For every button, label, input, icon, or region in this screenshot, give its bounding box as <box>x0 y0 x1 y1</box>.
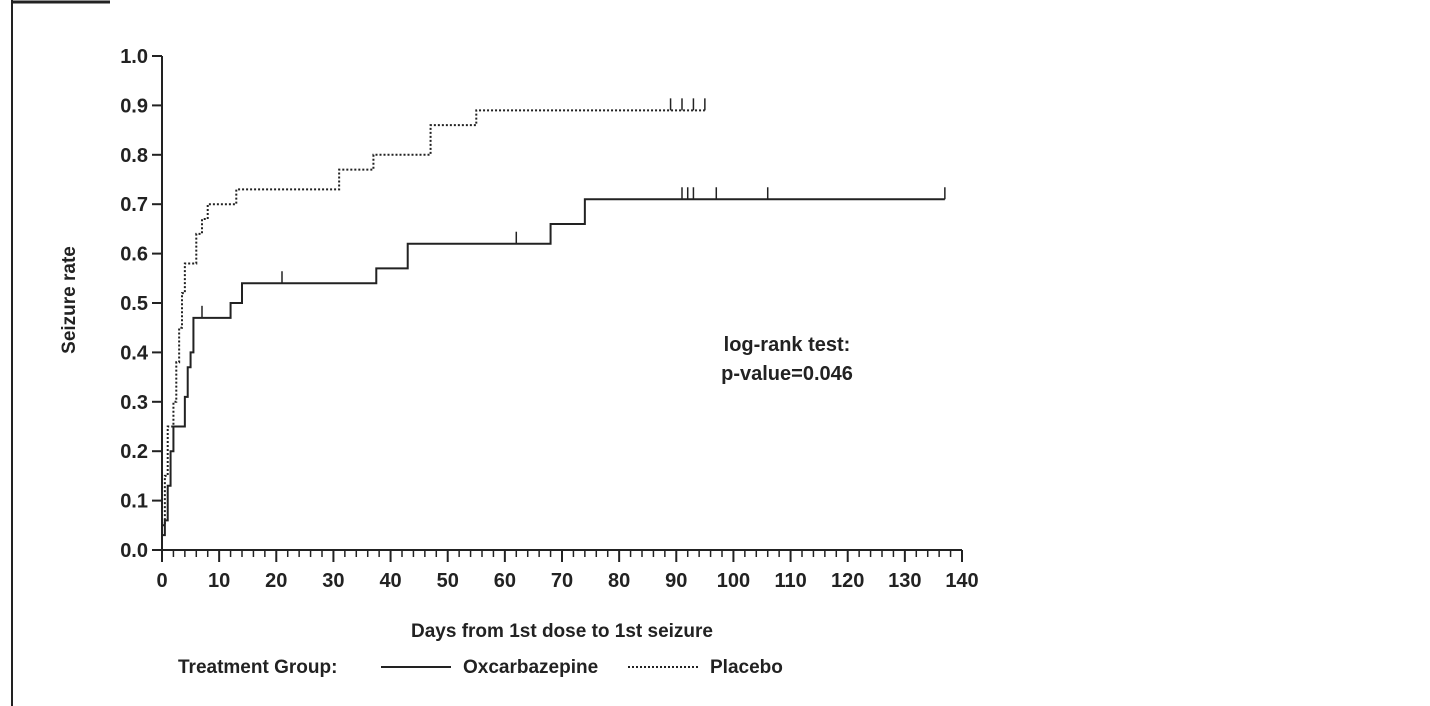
x-axis-title: Days from 1st dose to 1st seizure <box>411 621 713 642</box>
series-layer <box>162 98 946 537</box>
legend-label-placebo: Placebo <box>710 657 783 678</box>
legend-label-oxcarbazepine: Oxcarbazepine <box>463 657 598 678</box>
legend: Treatment Group: Oxcarbazepine Placebo <box>178 657 783 678</box>
y-tick-label: 0.3 <box>120 392 148 414</box>
axes: 0.0 0.1 0.2 0.3 0.4 0.5 0.6 0.7 0.8 0.9 1.0 0 10 20 30… <box>120 46 979 592</box>
y-tick-label: 0.7 <box>120 194 148 216</box>
annotation-line-1: log-rank test: <box>724 334 851 356</box>
x-tick-label: 30 <box>322 570 344 592</box>
series-oxcarbazepine <box>162 187 946 537</box>
series-placebo <box>162 98 706 527</box>
x-tick-label: 100 <box>717 570 750 592</box>
x-tick-label: 90 <box>665 570 687 592</box>
x-tick-label: 10 <box>208 570 230 592</box>
x-tick-label: 140 <box>945 570 978 592</box>
y-axis-title: Seizure rate <box>59 246 80 354</box>
x-tick-label: 120 <box>831 570 864 592</box>
y-tick-label: 0.2 <box>120 441 148 463</box>
y-tick-label: 0.8 <box>120 145 148 167</box>
x-tick-label: 130 <box>888 570 921 592</box>
x-tick-label: 0 <box>156 570 167 592</box>
annotation-line-2: p-value=0.046 <box>721 363 853 385</box>
series-line-oxcarbazepine <box>162 198 945 537</box>
y-tick-label: 1.0 <box>120 46 148 68</box>
x-tick-label: 110 <box>774 570 806 592</box>
y-tick-label: 0.0 <box>120 540 148 562</box>
x-tick-label: 40 <box>379 570 401 592</box>
x-tick-label: 20 <box>265 570 287 592</box>
x-tick-label: 60 <box>494 570 516 592</box>
x-tick-label: 50 <box>437 570 459 592</box>
y-tick-label: 0.1 <box>120 491 148 513</box>
x-tick-label: 70 <box>551 570 573 592</box>
series-line-placebo <box>162 109 705 527</box>
legend-title: Treatment Group: <box>178 657 337 678</box>
y-tick-label: 0.4 <box>120 342 149 364</box>
y-tick-label: 0.6 <box>120 244 148 266</box>
y-tick-label: 0.5 <box>120 293 148 315</box>
x-tick-label: 80 <box>608 570 630 592</box>
y-tick-label: 0.9 <box>120 95 148 117</box>
